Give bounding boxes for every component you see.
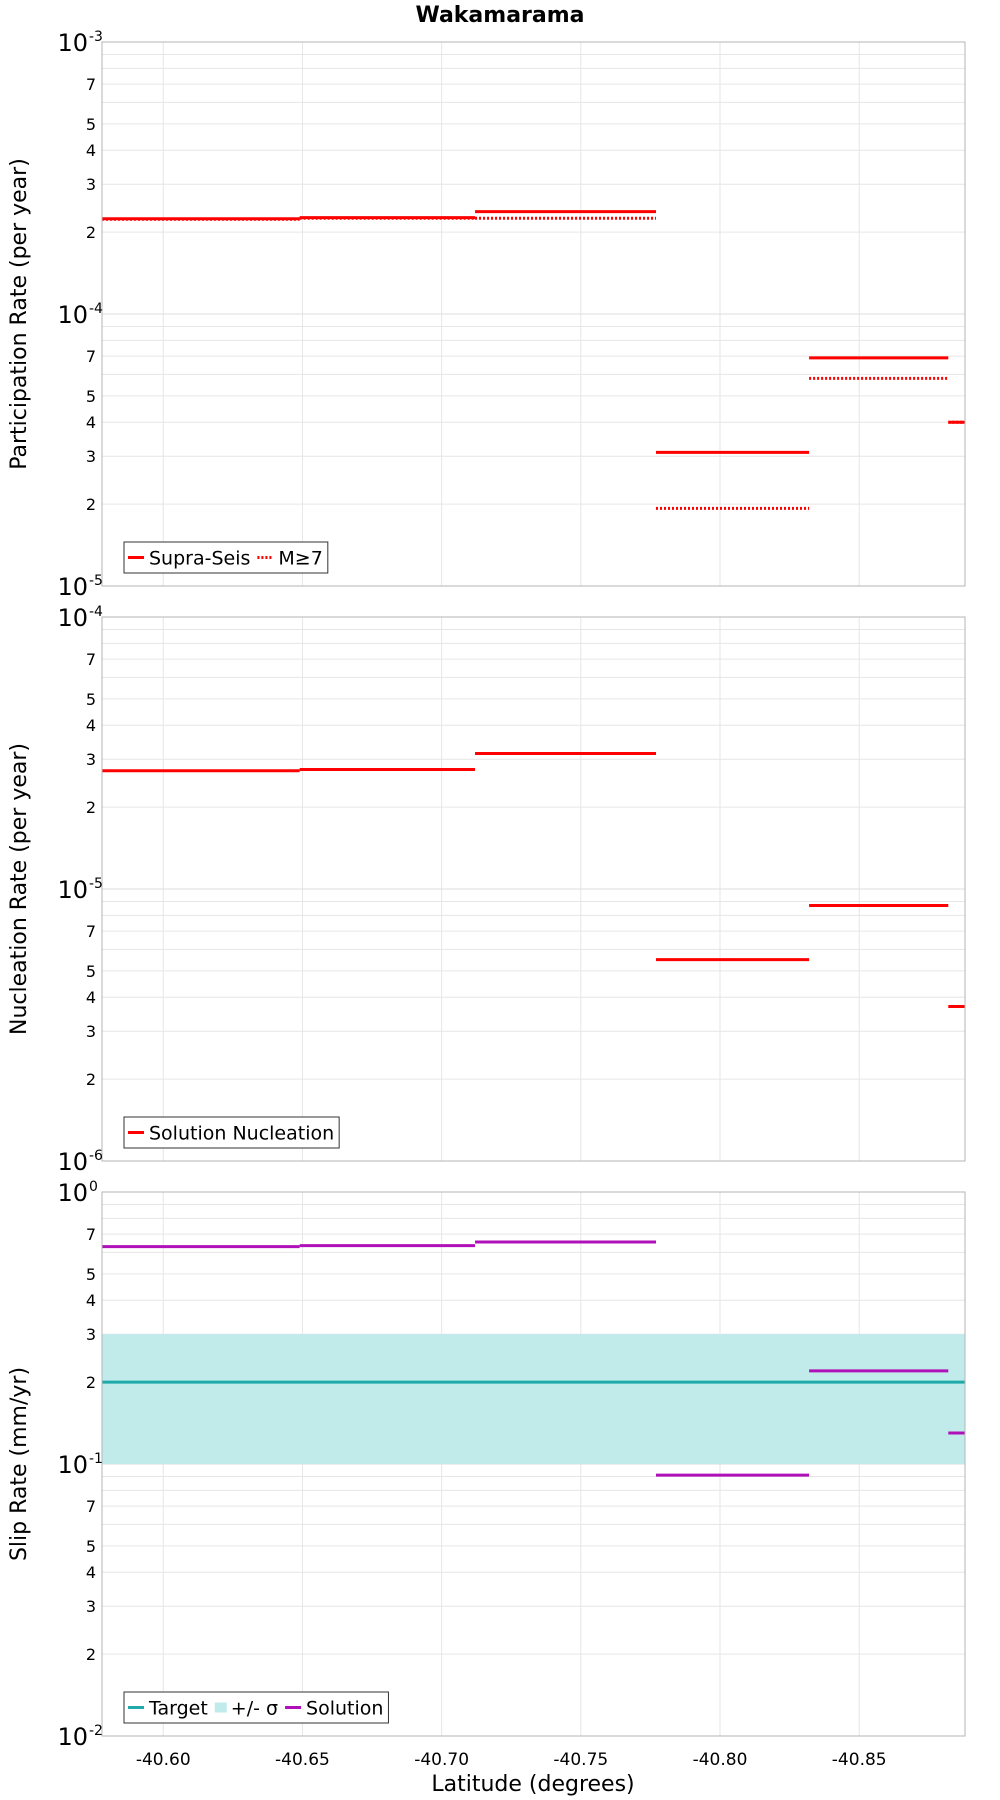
y-tick-label: 5 [86,115,96,134]
legend-label: Solution [306,1698,383,1720]
plot-frame [101,1191,966,1737]
y-tick-label: 7 [86,650,96,669]
series-m-7 [102,216,965,510]
plot-frame [101,616,966,1162]
x-tick-label: -40.80 [693,1750,748,1770]
y-tick-label: 5 [86,1265,96,1284]
y-tick-label: 3 [86,1325,96,1344]
y-tick-label: 2 [86,1645,96,1664]
y-tick-exponent: 0 [89,1179,98,1195]
plot-frame [101,41,966,587]
y-tick-exponent: -4 [89,604,103,620]
y-tick-label: 2 [86,1373,96,1392]
y-tick-decade: 10 [57,301,88,329]
sigma-band [102,1334,965,1464]
chart-title: Wakamarama [415,3,584,28]
x-tick-label: -40.60 [136,1750,191,1770]
x-tick-label: -40.65 [275,1750,330,1770]
y-tick-label: 2 [86,798,96,817]
legend-label: Target [148,1698,208,1720]
y-tick-label: 7 [86,922,96,941]
y-tick-label: 4 [86,141,96,160]
y-tick-label: 7 [86,1497,96,1516]
legend: Target +/- σ Solution [123,1691,389,1724]
y-tick-exponent: -3 [89,29,103,45]
x-tick-label: -40.70 [414,1750,469,1770]
y-tick-label: 4 [86,1291,96,1310]
y-tick-label: 7 [86,75,96,94]
y-tick-exponent: -6 [89,1148,103,1164]
legend: Supra-Seis M≥7 [123,541,329,574]
series-solution-nucleation [102,751,965,1008]
y-tick-label: 7 [86,1225,96,1244]
y-tick-label: 3 [86,1022,96,1041]
legend-label: Solution Nucleation [149,1123,334,1145]
y-tick-decade: 10 [57,573,88,601]
x-axis-label: Latitude (degrees) [431,1772,634,1797]
legend-box [123,1691,389,1724]
legend-label: Supra-Seis [149,548,250,570]
legend-box [123,541,329,574]
y-tick-label: 3 [86,750,96,769]
y-tick-label: 3 [86,447,96,466]
y-tick-label: 3 [86,1597,96,1616]
x-axis: -40.60 -40.65 -40.70 -40.75 -40.80 -40.85 [136,1750,887,1770]
y-tick-label: 4 [86,716,96,735]
y-axis-label: Slip Rate (mm/yr) [7,1367,32,1561]
series-solution [102,1240,965,1477]
y-tick-label: 4 [86,1563,96,1582]
y-tick-decade: 10 [57,1148,88,1176]
y-tick-decade: 10 [57,29,88,57]
y-tick-exponent: -4 [89,301,103,317]
y-tick-label: 5 [86,387,96,406]
legend-label: M≥7 [278,548,322,570]
y-tick-label: 2 [86,1070,96,1089]
x-tick-label: -40.85 [832,1750,887,1770]
y-tick-label: 5 [86,690,96,709]
legend-label: +/- σ [231,1698,278,1720]
y-tick-exponent: -1 [89,1451,103,1467]
y-tick-label: 5 [86,962,96,981]
y-tick-label: 2 [86,223,96,242]
y-tick-decade: 10 [57,1451,88,1479]
y-tick-decade: 10 [57,876,88,904]
y-tick-label: 2 [86,495,96,514]
y-tick-label: 3 [86,175,96,194]
y-tick-decade: 10 [57,1723,88,1751]
legend-swatch [214,1702,227,1713]
x-tick-label: -40.75 [553,1750,608,1770]
y-tick-label: 5 [86,1537,96,1556]
y-tick-exponent: -5 [89,573,103,589]
y-tick-exponent: -5 [89,876,103,892]
y-axis-label: Participation Rate (per year) [7,158,32,470]
legend-box [123,1116,340,1149]
y-tick-decade: 10 [57,604,88,632]
y-tick-label: 7 [86,347,96,366]
y-axis-label: Nucleation Rate (per year) [7,743,32,1035]
y-tick-label: 4 [86,413,96,432]
y-tick-exponent: -2 [89,1723,103,1739]
series-supra-seis [102,210,965,454]
y-tick-label: 4 [86,988,96,1007]
y-tick-decade: 10 [57,1179,88,1207]
legend: Solution Nucleation [123,1116,340,1149]
